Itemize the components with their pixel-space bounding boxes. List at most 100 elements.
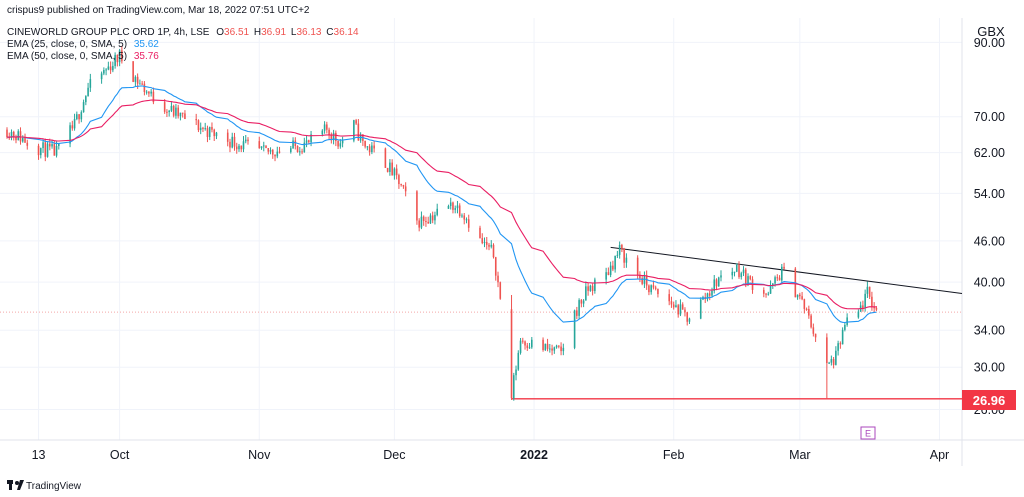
candle-body (373, 145, 375, 149)
candle-body (206, 128, 209, 137)
candle-body (402, 185, 405, 187)
candle-body (465, 219, 468, 221)
candle-body (80, 112, 83, 120)
candle-body (778, 277, 781, 281)
candle-body (321, 130, 324, 135)
candle-body (735, 265, 738, 272)
candle-body (801, 296, 803, 300)
candle-body (289, 148, 292, 153)
legend-ema50[interactable]: EMA (50, close, 0, SMA, 5) 35.76 (7, 51, 159, 62)
time-tick-label: Oct (110, 448, 130, 462)
candle-body (114, 54, 116, 66)
candle-body (679, 304, 682, 315)
candle-body (492, 244, 495, 258)
legend-ema50-value: 35.76 (134, 51, 159, 62)
price-tick-label: 34.00 (974, 324, 1005, 338)
ema25-line (6, 85, 877, 324)
candle-body (517, 352, 520, 370)
candle-body (233, 136, 236, 147)
candle-body (868, 286, 871, 297)
candle-body (684, 309, 686, 313)
legend-symbol-line[interactable]: CINEWORLD GROUP PLC ORD 1P, 4h, LSE O36.… (7, 27, 359, 38)
candle-body (323, 124, 326, 131)
candle-body (810, 315, 812, 328)
candle-body (808, 309, 810, 316)
candle-body (871, 296, 873, 308)
candle-body (6, 129, 8, 138)
candle-body (163, 102, 166, 112)
candle-body (100, 73, 103, 80)
candle-body (109, 66, 112, 71)
candle-body (587, 286, 589, 291)
candle-body (175, 107, 177, 116)
candle-body (107, 66, 110, 70)
candle-body (839, 343, 842, 345)
candle-body (576, 310, 578, 316)
candle-body (303, 142, 306, 153)
candle-body (199, 127, 202, 131)
candle-body (247, 139, 249, 142)
candle-body (202, 127, 204, 129)
earnings-marker[interactable] (860, 426, 876, 440)
candle-body (168, 110, 170, 113)
time-tick-label: Apr (930, 448, 949, 462)
candle-body (526, 345, 529, 348)
trendlines (511, 246, 963, 400)
candle-body (812, 327, 815, 334)
time-tick-label: Feb (663, 448, 685, 462)
candle-body (425, 221, 427, 223)
legend-ema25[interactable]: EMA (25, close, 0, SMA, 5) 35.62 (7, 39, 159, 50)
legend-open-value: 36.51 (224, 27, 249, 38)
candle-body (276, 151, 279, 157)
candle-body (672, 304, 675, 308)
candle-body (706, 293, 709, 300)
candle-body (143, 83, 146, 93)
candle-body (542, 339, 544, 350)
candle-body (332, 132, 335, 141)
candle-body (145, 91, 148, 93)
candle-body (427, 221, 429, 224)
candle-body (112, 65, 114, 71)
candle-body (386, 167, 389, 172)
candle-body (479, 227, 481, 239)
candle-body (211, 126, 213, 130)
price-tick-label: 70.00 (974, 110, 1005, 124)
candle-body (483, 241, 486, 244)
candle-body (828, 362, 830, 364)
candle-body (267, 148, 270, 152)
candle-body (573, 310, 576, 348)
candle-body (265, 145, 267, 149)
time-tick-label: Mar (789, 448, 811, 462)
candle-body (393, 168, 396, 176)
candle-body (558, 345, 560, 347)
candle-body (560, 346, 562, 352)
time-axis[interactable]: 13 Oct Nov Dec 2022 Feb Mar Apr (32, 448, 950, 462)
candle-body (431, 215, 434, 221)
candle-body (515, 369, 517, 376)
candle-body (607, 272, 610, 275)
candle-body (544, 343, 547, 350)
candle-body (767, 293, 770, 295)
candle-body (449, 202, 452, 207)
price-axis[interactable]: 90.00 70.00 62.00 54.00 46.00 40.00 34.00 30.00… (974, 36, 1005, 417)
candle-body (391, 162, 393, 176)
candle-body (326, 124, 328, 130)
candle-body (614, 255, 616, 270)
candle-body (720, 275, 722, 278)
resistance-trendline (610, 246, 963, 294)
candle-body (364, 140, 366, 147)
candle-body (24, 137, 26, 143)
candle-body (765, 293, 767, 295)
currency-label[interactable]: GBX (977, 24, 1005, 39)
candle-body (258, 141, 261, 149)
candle-body (835, 350, 837, 365)
candle-body (641, 278, 643, 284)
tradingview-logo-icon (7, 480, 24, 490)
candle-body (242, 141, 245, 150)
candle-body (337, 141, 339, 147)
candle-body (357, 123, 360, 141)
candle-body (305, 140, 308, 143)
candle-body (562, 347, 565, 352)
candle-body (846, 317, 848, 325)
